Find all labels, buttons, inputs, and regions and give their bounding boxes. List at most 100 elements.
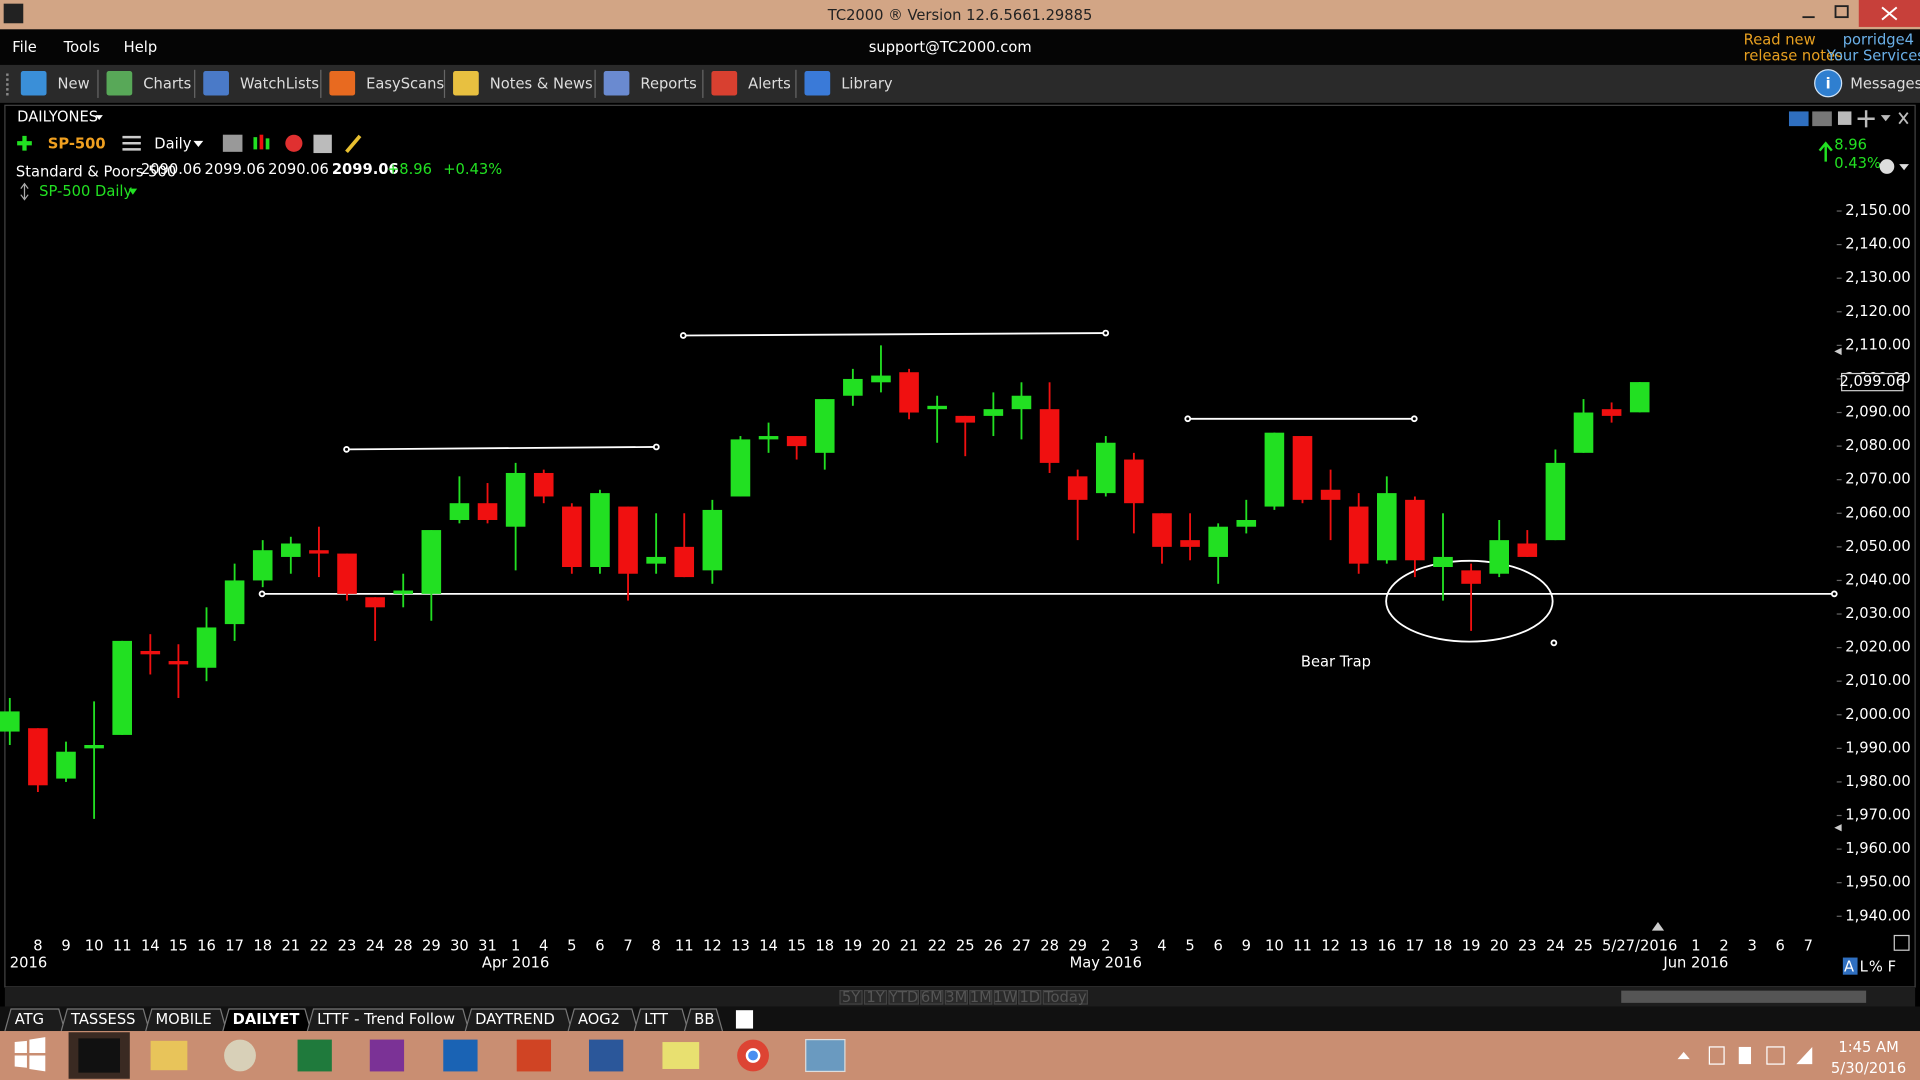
scale-option[interactable]: %	[1869, 958, 1883, 975]
range-button[interactable]: 1M	[970, 989, 992, 1006]
window-button[interactable]	[1837, 111, 1852, 125]
toolbar-button[interactable]: EasyScans	[366, 75, 444, 92]
outlook-icon[interactable]	[443, 1039, 478, 1072]
range-button[interactable]: 6M	[921, 989, 943, 1006]
line-handle[interactable]	[652, 443, 660, 451]
tab[interactable]: TASSESS	[70, 1011, 135, 1028]
toolbar-icon[interactable]	[106, 71, 133, 96]
line-handle[interactable]	[1184, 415, 1192, 423]
range-button[interactable]: 1Y	[866, 989, 884, 1006]
study-name[interactable]: SP-500 Daily	[39, 183, 132, 200]
toolbar-button[interactable]: Charts	[143, 75, 191, 92]
bars-icon[interactable]	[253, 137, 258, 150]
toolbar-button[interactable]: WatchLists	[240, 75, 319, 92]
user-name[interactable]: porridge4	[1843, 31, 1914, 48]
onenote-icon[interactable]	[369, 1039, 405, 1072]
symbol[interactable]: SP-500	[48, 135, 106, 152]
draw-tool[interactable]	[1893, 934, 1910, 951]
start-button[interactable]	[14, 1037, 46, 1072]
window-menu[interactable]	[1880, 115, 1891, 122]
explorer-icon[interactable]	[150, 1040, 188, 1071]
toolbar-icon[interactable]	[603, 71, 630, 96]
pencil-icon[interactable]	[345, 134, 362, 154]
powerpoint-icon[interactable]	[516, 1039, 552, 1072]
tray-icon[interactable]	[1738, 1046, 1752, 1065]
tray-expand[interactable]	[1677, 1051, 1690, 1060]
study-dropdown[interactable]	[128, 188, 138, 195]
tab[interactable]: DAILYET	[233, 1011, 300, 1028]
trend-line[interactable]	[346, 446, 657, 451]
alarm-icon[interactable]	[285, 134, 303, 152]
toolbar-icon[interactable]	[453, 71, 479, 96]
paint-icon[interactable]	[224, 1039, 256, 1072]
scale-option[interactable]: A	[1844, 958, 1854, 975]
window-button[interactable]	[1788, 111, 1809, 127]
toolbar-button[interactable]: New	[58, 75, 90, 92]
release-notes[interactable]: Read new	[1744, 31, 1816, 48]
window-close[interactable]	[1898, 112, 1909, 125]
tab[interactable]: DAYTREND	[475, 1011, 555, 1028]
line-handle[interactable]	[1830, 590, 1838, 598]
toolbar-icon[interactable]	[804, 71, 831, 96]
period[interactable]: Daily	[154, 135, 191, 152]
line-handle[interactable]	[258, 590, 266, 598]
tools-icon[interactable]	[222, 134, 243, 152]
bars-icon[interactable]	[265, 138, 270, 150]
scale-option[interactable]: F	[1888, 958, 1896, 975]
range-button[interactable]: YTD	[888, 989, 918, 1006]
menu-item[interactable]: File	[12, 39, 37, 56]
services-link[interactable]: Your Services	[1826, 47, 1920, 64]
highlight-ellipse[interactable]	[1385, 559, 1554, 643]
line-handle[interactable]	[1102, 329, 1110, 337]
layout-dropdown[interactable]	[95, 115, 103, 120]
line-handle[interactable]	[1410, 415, 1418, 423]
toolbar-button[interactable]: Alerts	[748, 75, 791, 92]
tab[interactable]: AOG2	[578, 1011, 620, 1028]
calc-icon[interactable]	[313, 134, 332, 154]
clock-date[interactable]: 5/30/2016	[1831, 1060, 1906, 1077]
toolbar-icon[interactable]	[329, 71, 356, 96]
menu-item[interactable]: Help	[124, 39, 157, 56]
trend-line[interactable]	[683, 332, 1106, 337]
add-symbol[interactable]	[17, 135, 32, 151]
color-dropdown[interactable]	[1899, 164, 1909, 171]
tab[interactable]: LTT	[644, 1011, 669, 1028]
tray-signal[interactable]	[1796, 1046, 1813, 1065]
toolbar-icon[interactable]	[711, 71, 738, 96]
range-button[interactable]: 5Y	[842, 989, 860, 1006]
tab[interactable]: MOBILE	[156, 1011, 212, 1028]
period-dropdown[interactable]	[193, 140, 204, 147]
toolbar-button[interactable]: Notes & News	[490, 75, 593, 92]
excel-icon[interactable]	[297, 1039, 332, 1072]
tab[interactable]: BB	[694, 1011, 714, 1028]
list-icon[interactable]	[122, 135, 141, 151]
new-tab[interactable]	[735, 1010, 754, 1029]
window-button[interactable]	[1812, 111, 1832, 127]
tab[interactable]: LTTF - Trend Follow	[317, 1011, 455, 1028]
toolbar-icon[interactable]	[203, 71, 229, 96]
scale-option[interactable]: L	[1860, 958, 1869, 975]
support-email[interactable]: support@TC2000.com	[869, 39, 1032, 56]
toolbar-icon[interactable]	[20, 71, 47, 96]
clock-time[interactable]: 1:45 AM	[1838, 1039, 1898, 1056]
range-button[interactable]: 1W	[993, 989, 1017, 1006]
layout-name[interactable]: DAILYONES	[17, 109, 98, 126]
range-button[interactable]: 1D	[1019, 989, 1040, 1006]
notes-icon[interactable]	[662, 1042, 700, 1069]
photos-icon[interactable]	[805, 1038, 846, 1073]
move-button[interactable]	[1857, 110, 1875, 128]
line-handle[interactable]	[1550, 639, 1558, 647]
messages-button[interactable]: Messages	[1850, 75, 1920, 92]
maximize-button[interactable]	[1834, 5, 1849, 19]
toolbar-button[interactable]: Library	[841, 75, 893, 92]
toolbar-button[interactable]: Reports	[640, 75, 696, 92]
scroll-thumb[interactable]	[1621, 990, 1867, 1003]
word-icon[interactable]	[588, 1039, 624, 1072]
release-notes[interactable]: release notes	[1744, 47, 1843, 64]
tray-icon[interactable]	[1766, 1046, 1785, 1065]
tray-icon[interactable]	[1708, 1046, 1725, 1065]
range-button[interactable]: Today	[1043, 989, 1087, 1006]
range-button[interactable]: 3M	[945, 989, 967, 1006]
tab[interactable]: ATG	[15, 1011, 44, 1028]
move-handle[interactable]	[20, 182, 29, 201]
